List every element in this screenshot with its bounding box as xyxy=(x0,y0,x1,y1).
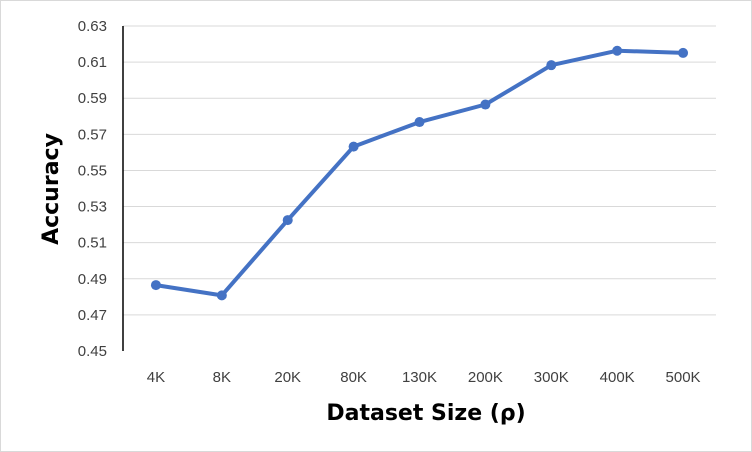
x-tick-label: 8K xyxy=(213,369,231,386)
y-tick-label: 0.57 xyxy=(78,126,107,143)
x-tick-label: 300K xyxy=(534,369,569,386)
y-tick-label: 0.47 xyxy=(78,307,107,324)
y-tick-label: 0.45 xyxy=(78,343,107,360)
data-points xyxy=(150,45,689,301)
y-tick-label: 0.53 xyxy=(78,199,107,216)
x-tick-label: 400K xyxy=(600,369,635,386)
y-tick-label: 0.49 xyxy=(78,271,107,288)
data-point-80K xyxy=(348,141,359,152)
y-tick-label: 0.51 xyxy=(78,235,107,252)
y-tick-label: 0.55 xyxy=(78,162,107,179)
y-tick-label: 0.63 xyxy=(78,18,107,35)
y-axis-title: Accuracy xyxy=(39,133,64,245)
gridlines xyxy=(123,25,716,316)
x-axis-title: Dataset Size (ρ) xyxy=(326,401,525,426)
y-tick-labels: 0.45 0.47 0.49 0.51 0.53 0.55 0.57 0.59 0.61 0.63 xyxy=(78,18,107,360)
x-tick-label: 4K xyxy=(147,369,165,386)
x-tick-labels: 4K 8K 20K 80K 130K 200K 300K 400K 500K xyxy=(147,369,701,386)
data-point-20K xyxy=(282,215,293,226)
series-line xyxy=(153,48,686,298)
data-point-400K xyxy=(612,45,623,56)
data-point-4K xyxy=(150,280,161,291)
x-tick-label: 200K xyxy=(468,369,503,386)
x-tick-label: 500K xyxy=(666,369,701,386)
x-tick-label: 20K xyxy=(274,369,301,386)
x-tick-label: 130K xyxy=(402,369,437,386)
data-point-130K xyxy=(414,117,425,128)
data-point-8K xyxy=(216,290,227,301)
data-point-200K xyxy=(480,99,491,110)
y-tick-label: 0.61 xyxy=(78,54,107,71)
y-tick-label: 0.59 xyxy=(78,90,107,107)
data-point-500K xyxy=(678,47,689,58)
data-point-300K xyxy=(546,60,557,71)
x-tick-label: 80K xyxy=(340,369,367,386)
